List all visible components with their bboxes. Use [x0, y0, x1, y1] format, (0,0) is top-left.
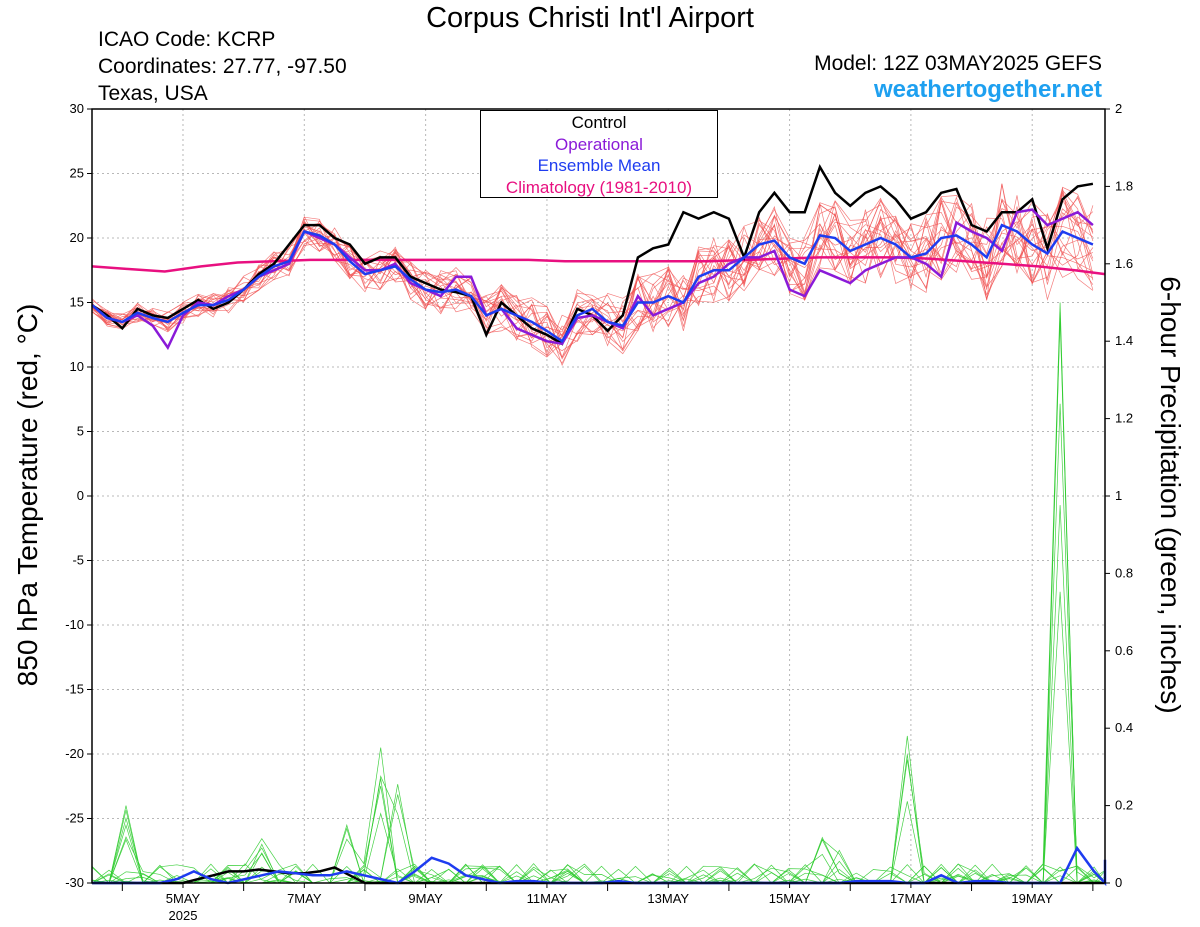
y2-tick-label: 0.4	[1115, 720, 1133, 735]
y-tick-label: -30	[65, 875, 84, 890]
ensemble-member-line	[91, 183, 1094, 343]
precip-member-line	[92, 312, 1106, 884]
y2-tick-label: 1.4	[1115, 333, 1133, 348]
y-tick-label: -15	[65, 682, 84, 697]
y-tick-label: 20	[70, 230, 84, 245]
x-tick-label: 15MAY	[769, 891, 811, 906]
ensemble-member-line	[91, 199, 1094, 338]
ensemble-member-line	[91, 200, 1094, 356]
chart-legend: Control Operational Ensemble Mean Climat…	[480, 110, 718, 198]
y-tick-label: -10	[65, 617, 84, 632]
y-tick-label: -25	[65, 811, 84, 826]
chart-title: Corpus Christi Int'l Airport	[426, 2, 754, 34]
legend-operational: Operational	[555, 134, 643, 154]
y2-tick-label: 1.2	[1115, 411, 1133, 426]
ensemble-member-line	[91, 197, 1094, 359]
precipitation-lines	[91, 302, 1106, 885]
y-tick-label: 0	[77, 488, 84, 503]
y2-tick-label: 1.8	[1115, 178, 1133, 193]
precip-member-line	[92, 549, 1106, 884]
x-tick-label: 17MAY	[890, 891, 932, 906]
x-tick-label: 19MAY	[1011, 891, 1053, 906]
y2-tick-label: 2	[1115, 101, 1122, 116]
y-axis-label: 850 hPa Temperature (red, °C)	[12, 303, 43, 687]
y-tick-label: -20	[65, 746, 84, 761]
climatology-line	[91, 256, 1106, 276]
icao-code: ICAO Code: KCRP	[98, 28, 276, 51]
precip-member-line	[91, 778, 1106, 884]
legend-climatology: Climatology (1981-2010)	[505, 177, 693, 197]
y-tick-label: 5	[77, 424, 84, 439]
ensemble-member-line	[91, 195, 1094, 358]
x-tick-sublabel: 2025	[169, 908, 198, 923]
y-tick-label: 15	[70, 295, 84, 310]
y2-tick-label: 0.2	[1115, 798, 1133, 813]
precip-member-line	[92, 533, 1106, 885]
y2-tick-label: 1	[1115, 488, 1122, 503]
y-tick-label: 10	[70, 359, 84, 374]
x-tick-label: 13MAY	[647, 891, 689, 906]
site-link[interactable]: weathertogether.net	[873, 76, 1102, 103]
y2-tick-label: 1.6	[1115, 256, 1133, 271]
y2-tick-label: 0.8	[1115, 565, 1133, 580]
axis-ticks: 302520151050-5-10-15-20-25-3021.81.61.41…	[65, 101, 1133, 923]
ensemble-member-line	[91, 186, 1094, 338]
x-tick-label: 11MAY	[527, 891, 568, 906]
precip-member-line	[91, 317, 1106, 884]
y2-tick-label: 0.6	[1115, 643, 1133, 658]
x-tick-label: 7MAY	[287, 891, 322, 906]
y2-tick-label: 0	[1115, 875, 1122, 890]
precip-member-line	[91, 505, 1106, 884]
chart-grid	[92, 109, 1105, 883]
legend-control: Control	[571, 113, 627, 132]
y-tick-label: 25	[70, 166, 84, 181]
ensemble-member-line	[91, 198, 1094, 350]
y-tick-label: -5	[72, 553, 84, 568]
precip-member-line	[92, 302, 1106, 884]
ensemble-mean-line	[91, 223, 1094, 343]
y2-axis-label: 6-hour Precipitation (green, inches)	[1155, 276, 1186, 714]
x-tick-label: 9MAY	[408, 891, 443, 906]
precip-member-line	[92, 600, 1106, 884]
coordinates: Coordinates: 27.77, -97.50	[98, 55, 347, 78]
highlighted-series-lines	[91, 164, 1107, 887]
ensemble-member-line	[91, 187, 1094, 354]
legend-ensemble-mean: Ensemble Mean	[537, 156, 661, 175]
ensemble-member-line	[91, 196, 1094, 360]
precip-member-line	[91, 403, 1106, 884]
x-tick-label: 5MAY	[166, 891, 201, 906]
y-tick-label: 30	[70, 101, 84, 116]
ensemble-member-line	[91, 214, 1094, 349]
precip-member-line	[92, 561, 1106, 884]
model-run: Model: 12Z 03MAY2025 GEFS	[814, 52, 1102, 75]
region-label: Texas, USA	[98, 82, 208, 105]
precip-member-line	[91, 591, 1106, 884]
